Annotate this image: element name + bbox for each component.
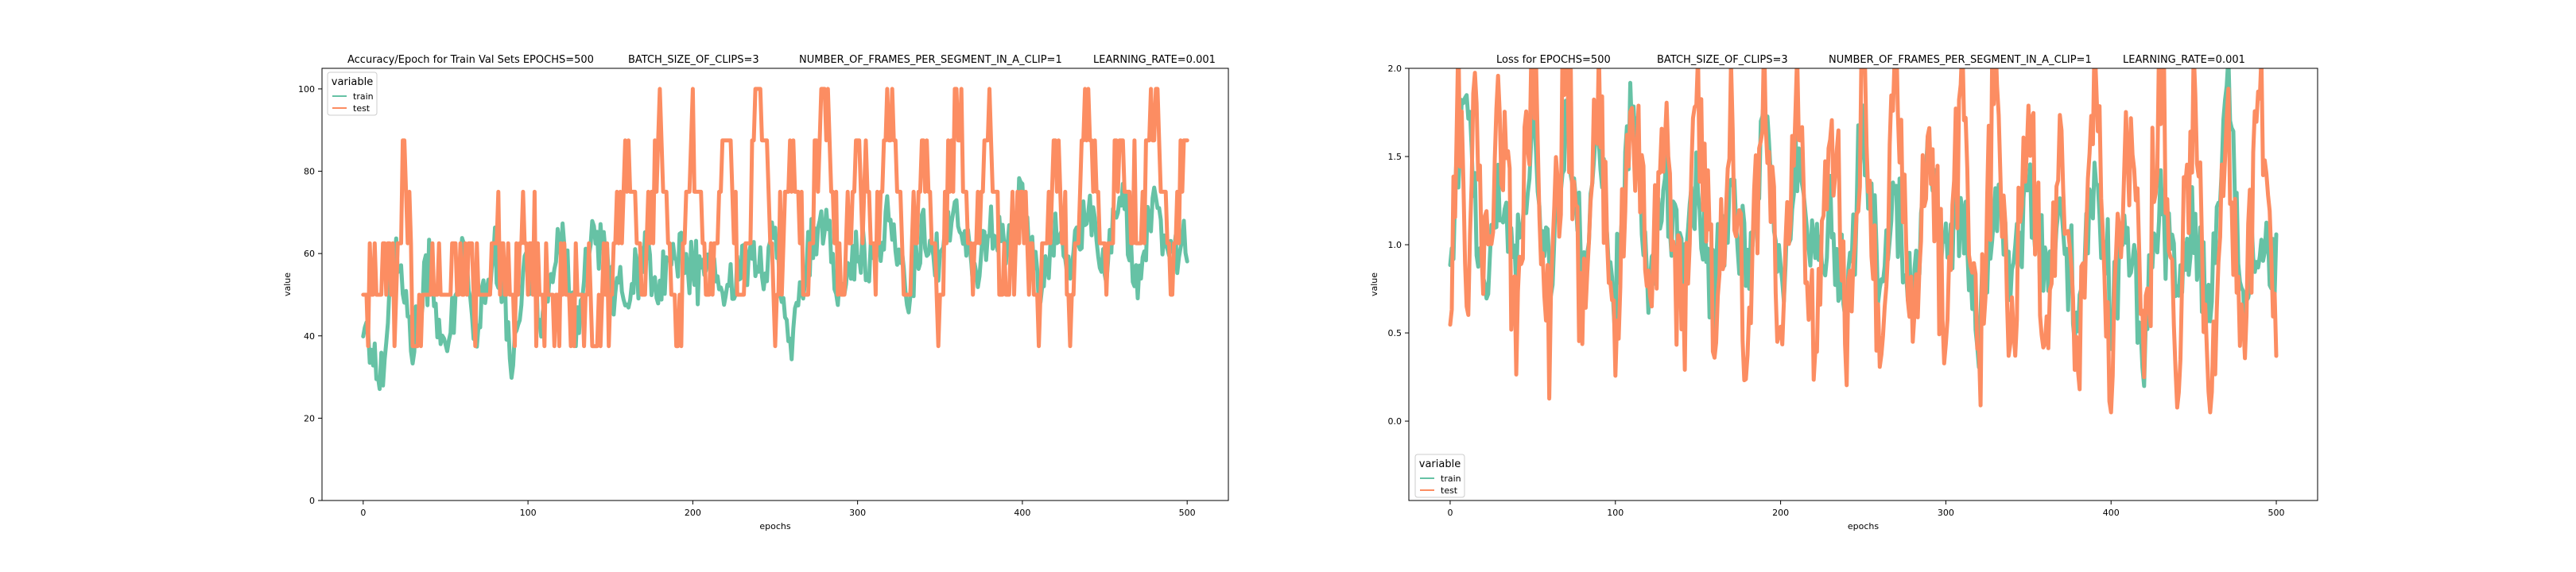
- axes-frame: [321, 68, 1229, 501]
- legend-label-train: train: [1441, 473, 1461, 484]
- x-axis-label: epochs: [1848, 521, 1879, 531]
- y-tick-label: 80: [304, 167, 315, 177]
- x-tick-label: 100: [1607, 508, 1624, 518]
- y-tick-label: 0.5: [1388, 328, 1402, 338]
- chart-panel-2: 0 100 200 300 400 500 0.0 0.5 1.0 1.5 2.0 epochs val…: [1369, 54, 2318, 531]
- series-line-test: [361, 87, 1189, 349]
- x-tick-label: 0: [1447, 508, 1453, 518]
- legend-label-train: train: [353, 91, 374, 102]
- chart-title-segment: LEARNING_RATE=0.001: [2123, 54, 2245, 66]
- chart-title-segment: BATCH_SIZE_OF_CLIPS=3: [1657, 54, 1788, 66]
- x-tick-label: 300: [849, 508, 866, 518]
- y-tick-label: 40: [304, 331, 315, 342]
- legend-label-test: test: [353, 103, 370, 114]
- chart-panel-1: 0 100 200 300 400 500 0 20 40 60 80 100 epochs value A…: [282, 54, 1229, 531]
- y-axis-label: value: [282, 272, 293, 296]
- axes-frame: [1408, 68, 2318, 501]
- y-tick-label: 20: [304, 413, 315, 423]
- y-tick-label: 0: [309, 496, 315, 506]
- chart-title-segment: LEARNING_RATE=0.001: [1093, 54, 1216, 66]
- y-tick-label: 2.0: [1388, 64, 1402, 74]
- x-tick-label: 200: [685, 508, 701, 518]
- chart-title-segment: NUMBER_OF_FRAMES_PER_SEGMENT_IN_A_CLIP=1: [1829, 54, 2092, 66]
- x-tick-label: 0: [360, 508, 366, 518]
- x-tick-label: 100: [520, 508, 537, 518]
- plot-area: [1448, 68, 2279, 415]
- y-tick-label: 0.0: [1388, 416, 1402, 427]
- y-tick-label: 100: [298, 84, 315, 95]
- series-line-test: [1448, 68, 2279, 415]
- x-axis-label: epochs: [759, 521, 790, 531]
- x-tick-label: 500: [2268, 508, 2285, 518]
- y-tick-label: 60: [304, 249, 315, 259]
- y-tick-label: 1.5: [1388, 152, 1402, 162]
- legend-title: variable: [1419, 458, 1461, 470]
- y-tick-label: 1.0: [1388, 240, 1402, 250]
- x-tick-label: 400: [2103, 508, 2120, 518]
- x-tick-label: 300: [1938, 508, 1954, 518]
- plot-area: [361, 87, 1189, 392]
- x-tick-label: 200: [1772, 508, 1789, 518]
- chart-title-segment: NUMBER_OF_FRAMES_PER_SEGMENT_IN_A_CLIP=1: [799, 54, 1062, 66]
- chart-title-segment: Loss for EPOCHS=500: [1496, 54, 1611, 66]
- legend-box: [1414, 454, 1465, 498]
- legend-box: [327, 72, 378, 116]
- chart-title-segment: BATCH_SIZE_OF_CLIPS=3: [628, 54, 759, 66]
- legend-label-test: test: [1441, 485, 1458, 496]
- x-tick-label: 400: [1014, 508, 1030, 518]
- legend-title: variable: [332, 76, 373, 88]
- chart-title-segment: Accuracy/Epoch for Train Val Sets EPOCHS…: [347, 54, 594, 66]
- x-tick-label: 500: [1179, 508, 1196, 518]
- y-axis-label: value: [1369, 272, 1379, 296]
